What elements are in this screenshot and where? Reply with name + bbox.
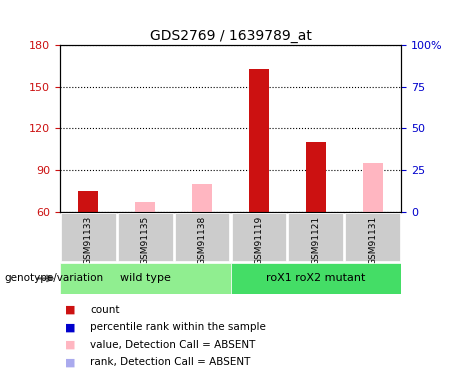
Text: wild type: wild type <box>120 273 171 284</box>
Bar <box>249 69 269 212</box>
Text: ■: ■ <box>65 340 75 350</box>
Bar <box>118 213 172 261</box>
Bar <box>61 213 116 261</box>
Text: percentile rank within the sample: percentile rank within the sample <box>90 322 266 332</box>
Text: count: count <box>90 304 119 315</box>
Text: GSM91119: GSM91119 <box>254 216 263 265</box>
Bar <box>78 191 98 212</box>
Text: GSM91133: GSM91133 <box>84 216 93 265</box>
Text: GSM91135: GSM91135 <box>141 216 150 265</box>
Bar <box>230 262 401 294</box>
Text: GSM91138: GSM91138 <box>198 216 207 265</box>
Text: ■: ■ <box>65 304 75 315</box>
Text: GSM91131: GSM91131 <box>368 216 377 265</box>
Bar <box>175 213 230 261</box>
Text: roX1 roX2 mutant: roX1 roX2 mutant <box>266 273 366 284</box>
Text: ■: ■ <box>65 322 75 332</box>
Bar <box>60 262 230 294</box>
Bar <box>306 142 326 212</box>
Text: value, Detection Call = ABSENT: value, Detection Call = ABSENT <box>90 340 255 350</box>
Bar <box>135 202 155 212</box>
Bar <box>345 213 400 261</box>
Text: rank, Detection Call = ABSENT: rank, Detection Call = ABSENT <box>90 357 250 368</box>
Bar <box>192 184 212 212</box>
Bar <box>363 163 383 212</box>
Title: GDS2769 / 1639789_at: GDS2769 / 1639789_at <box>149 28 312 43</box>
Bar <box>231 213 286 261</box>
Text: GSM91121: GSM91121 <box>311 216 320 265</box>
Text: genotype/variation: genotype/variation <box>5 273 104 284</box>
Text: ■: ■ <box>65 357 75 368</box>
Bar <box>289 213 343 261</box>
